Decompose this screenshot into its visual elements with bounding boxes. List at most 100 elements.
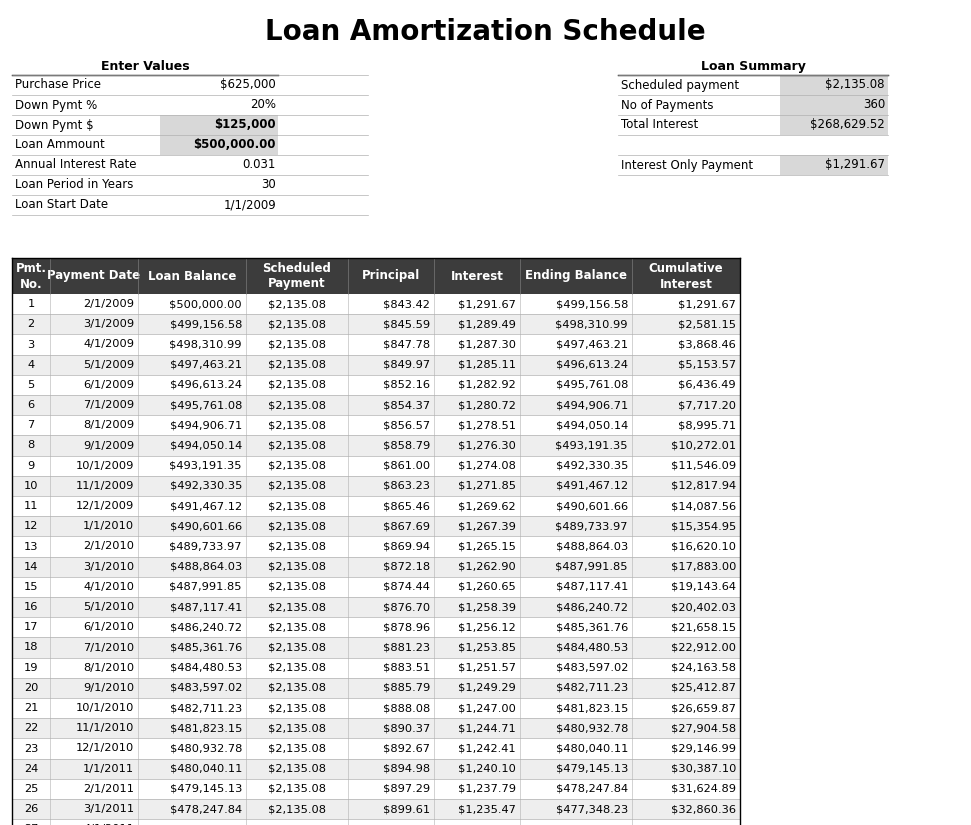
Text: $1,276.30: $1,276.30	[458, 441, 516, 450]
Text: $5,153.57: $5,153.57	[678, 360, 736, 370]
Text: $1,291.67: $1,291.67	[825, 158, 885, 172]
Bar	[12, 436, 740, 455]
Text: $481,823.15: $481,823.15	[170, 724, 242, 733]
Text: $494,906.71: $494,906.71	[170, 420, 242, 431]
Text: $491,467.12: $491,467.12	[555, 481, 628, 491]
Text: 12/1/2009: 12/1/2009	[76, 501, 134, 512]
Text: $484,480.53: $484,480.53	[170, 662, 242, 672]
Text: $865.46: $865.46	[384, 501, 430, 512]
Bar	[12, 455, 740, 476]
Text: 6: 6	[27, 400, 35, 410]
Text: $478,247.84: $478,247.84	[170, 804, 242, 814]
Text: $876.70: $876.70	[383, 602, 430, 612]
Text: 4: 4	[27, 360, 35, 370]
Text: $479,145.13: $479,145.13	[170, 784, 242, 794]
Text: 24: 24	[24, 764, 38, 774]
Text: $7,717.20: $7,717.20	[678, 400, 736, 410]
Bar	[12, 658, 740, 678]
Text: 26: 26	[24, 804, 38, 814]
Text: $897.29: $897.29	[383, 784, 430, 794]
Text: $497,463.21: $497,463.21	[170, 360, 242, 370]
Text: $16,620.10: $16,620.10	[671, 541, 736, 551]
Text: $2,135.08: $2,135.08	[268, 683, 326, 693]
Bar	[780, 75, 888, 95]
Text: $2,135.08: $2,135.08	[268, 521, 326, 531]
Text: $487,991.85: $487,991.85	[555, 562, 628, 572]
Text: 8/1/2010: 8/1/2010	[83, 662, 134, 672]
Text: Purchase Price: Purchase Price	[15, 78, 101, 92]
Text: $499,156.58: $499,156.58	[555, 299, 628, 309]
Text: $483,597.02: $483,597.02	[170, 683, 242, 693]
Text: $2,135.08: $2,135.08	[268, 340, 326, 350]
Text: 13: 13	[23, 541, 38, 551]
Text: 16: 16	[24, 602, 38, 612]
Text: $491,467.12: $491,467.12	[170, 501, 242, 512]
Text: $498,310.99: $498,310.99	[555, 319, 628, 329]
Text: $1,289.49: $1,289.49	[458, 319, 516, 329]
Text: $480,040.11: $480,040.11	[170, 764, 242, 774]
Text: $492,330.35: $492,330.35	[170, 481, 242, 491]
Text: $2,135.08: $2,135.08	[268, 662, 326, 672]
Text: 11: 11	[23, 501, 38, 512]
Text: 10/1/2009: 10/1/2009	[76, 460, 134, 471]
Bar	[12, 557, 740, 577]
Text: 7/1/2009: 7/1/2009	[83, 400, 134, 410]
Text: $1,271.85: $1,271.85	[458, 481, 516, 491]
Text: $1,242.41: $1,242.41	[458, 743, 516, 753]
Text: $2,135.08: $2,135.08	[268, 319, 326, 329]
Text: Principal: Principal	[362, 270, 420, 282]
Text: $1,267.39: $1,267.39	[458, 521, 516, 531]
Bar	[12, 375, 740, 395]
Text: $863.23: $863.23	[383, 481, 430, 491]
Text: 6/1/2009: 6/1/2009	[83, 380, 134, 390]
Text: Down Pymt $: Down Pymt $	[15, 119, 93, 131]
Bar	[12, 496, 740, 516]
Text: Loan Summary: Loan Summary	[700, 60, 805, 73]
Text: $482,711.23: $482,711.23	[555, 683, 628, 693]
Text: $2,135.08: $2,135.08	[268, 582, 326, 592]
Text: $849.97: $849.97	[383, 360, 430, 370]
Text: 1/1/2011: 1/1/2011	[83, 764, 134, 774]
Text: $1,251.57: $1,251.57	[458, 662, 516, 672]
Text: $856.57: $856.57	[383, 420, 430, 431]
Text: 3/1/2010: 3/1/2010	[83, 562, 134, 572]
Text: 1: 1	[27, 299, 35, 309]
Text: $27,904.58: $27,904.58	[671, 724, 736, 733]
Text: $1,269.62: $1,269.62	[458, 501, 516, 512]
Text: $872.18: $872.18	[383, 562, 430, 572]
Text: $2,135.08: $2,135.08	[268, 643, 326, 653]
Text: 2/1/2010: 2/1/2010	[83, 541, 134, 551]
Bar	[12, 395, 740, 415]
Text: $8,995.71: $8,995.71	[678, 420, 736, 431]
Text: Payment Date: Payment Date	[48, 270, 141, 282]
Text: $19,143.64: $19,143.64	[671, 582, 736, 592]
Text: 30: 30	[261, 178, 276, 191]
Bar	[12, 678, 740, 698]
Bar	[12, 597, 740, 617]
Text: $2,135.08: $2,135.08	[268, 501, 326, 512]
Text: $495,761.08: $495,761.08	[555, 380, 628, 390]
Text: $480,932.78: $480,932.78	[555, 724, 628, 733]
Text: $24,163.58: $24,163.58	[671, 662, 736, 672]
Text: 18: 18	[23, 643, 38, 653]
Text: 3/1/2011: 3/1/2011	[83, 804, 134, 814]
Text: $485,361.76: $485,361.76	[555, 622, 628, 632]
Text: 2: 2	[27, 319, 35, 329]
Bar	[780, 155, 888, 175]
Text: 9: 9	[27, 460, 35, 471]
Bar	[12, 638, 740, 658]
Bar	[12, 355, 740, 375]
Text: $1,240.10: $1,240.10	[458, 764, 516, 774]
Text: Scheduled payment: Scheduled payment	[621, 78, 739, 92]
Text: $1,244.71: $1,244.71	[458, 724, 516, 733]
Bar	[12, 536, 740, 557]
Bar	[12, 759, 740, 779]
Text: $885.79: $885.79	[383, 683, 430, 693]
Text: $1,247.00: $1,247.00	[458, 703, 516, 713]
Text: $1,282.92: $1,282.92	[458, 380, 516, 390]
Bar	[780, 95, 888, 115]
Bar	[12, 294, 740, 314]
Text: $843.42: $843.42	[384, 299, 430, 309]
Text: $495,761.08: $495,761.08	[170, 400, 242, 410]
Text: $1,265.15: $1,265.15	[458, 541, 516, 551]
